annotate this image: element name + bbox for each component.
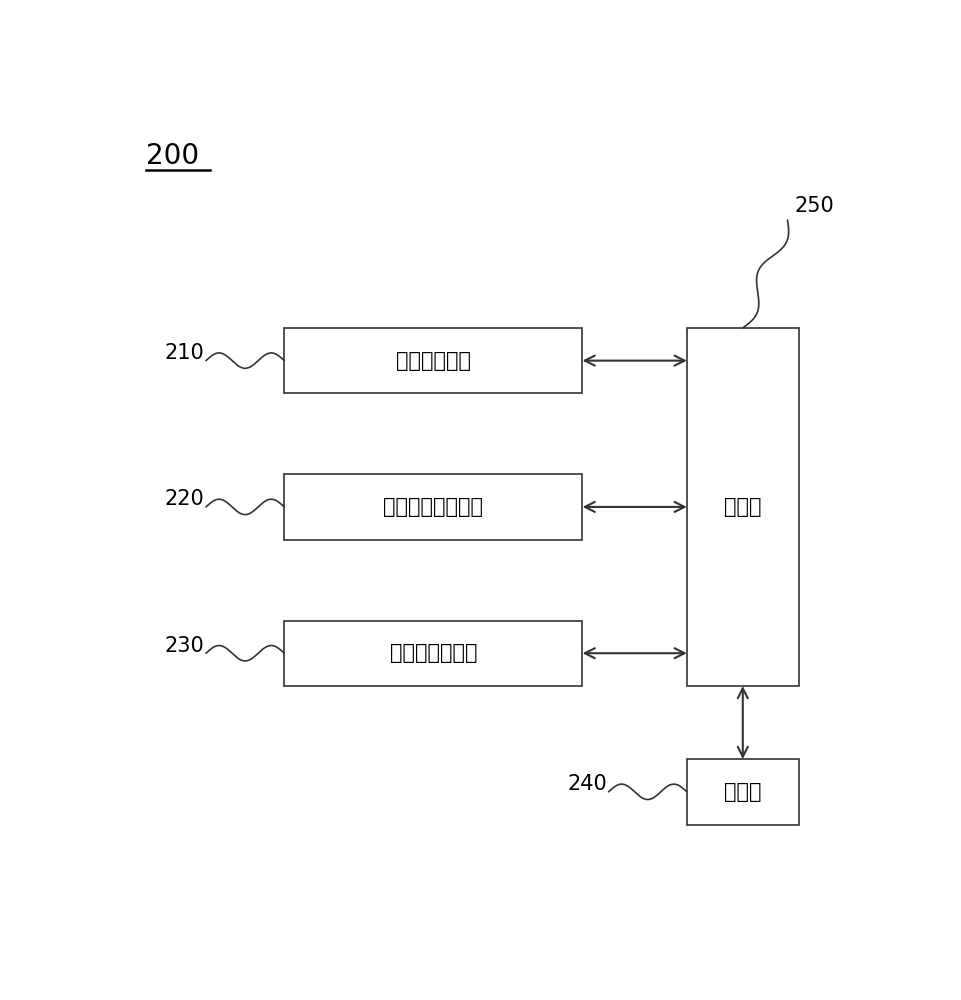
Text: 通信部: 通信部 [724, 782, 761, 802]
Text: 服务提供商管理部: 服务提供商管理部 [383, 497, 482, 517]
Bar [284, 474, 582, 540]
Text: 230: 230 [165, 636, 205, 656]
Text: 应用程序管理部: 应用程序管理部 [389, 643, 477, 663]
Bar [686, 759, 798, 825]
Text: 200: 200 [146, 142, 199, 170]
Bar [284, 620, 582, 686]
Text: 控制部: 控制部 [724, 497, 761, 517]
Text: 250: 250 [794, 196, 834, 216]
Text: 220: 220 [165, 489, 205, 509]
Bar [686, 328, 798, 686]
Text: 240: 240 [567, 774, 606, 794]
Text: 脸数据收集部: 脸数据收集部 [396, 351, 470, 371]
Bar [284, 328, 582, 393]
Text: 210: 210 [165, 343, 205, 363]
